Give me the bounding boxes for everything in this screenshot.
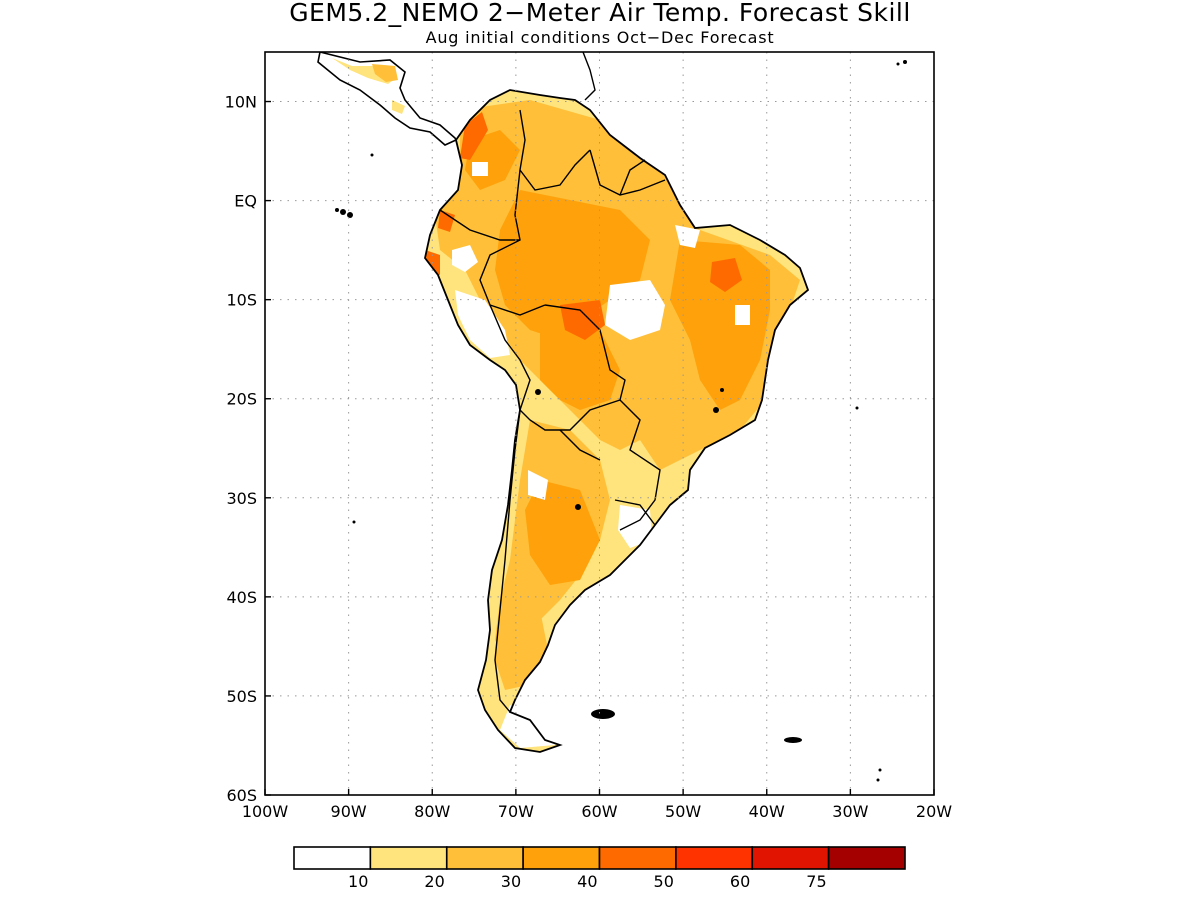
x-tick-label: 80W — [414, 802, 450, 821]
country-borders — [439, 109, 666, 713]
colorbar-segment — [522, 846, 601, 870]
axis-ticks: 100W 90W 80W 70W 60W 50W 40W 30W 20W 10N EQ 10S 20S 3… — [225, 93, 953, 821]
x-tick-label: 60W — [581, 802, 617, 821]
colorbar: 10 20 30 40 50 60 75 — [293, 846, 906, 891]
colorbar-segment — [598, 846, 677, 870]
colorbar-segment — [369, 846, 448, 870]
y-tick-label: 30S — [226, 489, 257, 508]
islands — [335, 60, 907, 782]
colorbar-segment — [827, 846, 906, 870]
colorbar-segment — [751, 846, 830, 870]
colorbar-label: 20 — [424, 872, 444, 891]
y-tick-label: 50S — [226, 687, 257, 706]
colorbar-label: 75 — [806, 872, 826, 891]
colorbar-label: 60 — [730, 872, 750, 891]
y-tick-label: EQ — [234, 192, 257, 211]
map-subtitle: Aug initial conditions Oct−Dec Forecast — [425, 28, 775, 47]
colorbar-segment — [293, 846, 372, 870]
x-tick-label: 100W — [242, 802, 289, 821]
x-tick-label: 90W — [331, 802, 367, 821]
colorbar-label: 10 — [348, 872, 368, 891]
y-tick-label: 60S — [226, 786, 257, 805]
y-tick-label: 10S — [226, 291, 257, 310]
colorbar-segment — [445, 846, 524, 870]
x-tick-label: 70W — [498, 802, 534, 821]
x-tick-label: 50W — [665, 802, 701, 821]
x-tick-label: 20W — [916, 802, 952, 821]
central-america-landmass — [317, 52, 596, 146]
y-tick-label: 10N — [225, 93, 257, 112]
colorbar-label: 40 — [577, 872, 597, 891]
map-title: GEM5.2_NEMO 2−Meter Air Temp. Forecast S… — [289, 0, 911, 27]
x-tick-label: 30W — [832, 802, 868, 821]
x-tick-label: 40W — [749, 802, 785, 821]
y-tick-label: 20S — [226, 390, 257, 409]
colorbar-segment — [675, 846, 754, 870]
colorbar-label: 30 — [501, 872, 521, 891]
colorbar-label: 50 — [654, 872, 674, 891]
y-tick-label: 40S — [226, 588, 257, 607]
